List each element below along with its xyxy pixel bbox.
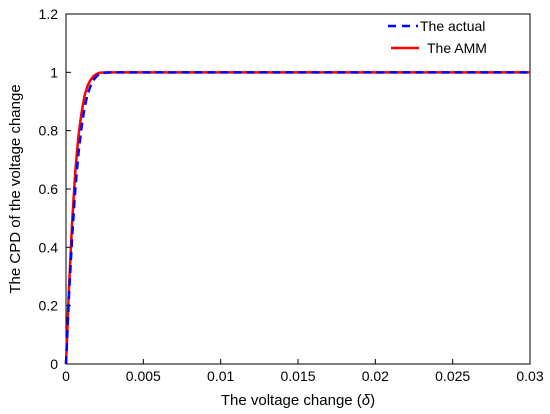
x-tick-label: 0.025 <box>435 368 470 384</box>
y-tick-label: 1.2 <box>39 6 59 22</box>
x-axis-label-symbol: δ <box>362 392 371 409</box>
y-axis-ticks: 0 0.2 0.4 0.6 0.8 1 1.2 <box>39 6 71 372</box>
x-tick-label: 0.01 <box>207 368 234 384</box>
series-line-actual <box>64 71 530 365</box>
series-layer <box>64 71 530 365</box>
legend: The actual The AMM <box>388 18 487 56</box>
y-tick-label: 0 <box>50 356 58 372</box>
y-tick-label: 0.8 <box>39 123 59 139</box>
legend-label-actual: The actual <box>420 18 485 34</box>
x-axis-ticks: 0 0.005 0.01 0.015 0.02 0.025 0.03 <box>62 359 544 384</box>
series-line-amm <box>64 71 530 365</box>
plot-area <box>65 13 531 365</box>
y-axis-label: The CPD of the voltage change <box>7 84 24 293</box>
x-tick-label: 0.02 <box>362 368 389 384</box>
y-tick-label: 0.4 <box>39 239 59 255</box>
x-axis-label-text: The voltage change ( <box>221 392 362 409</box>
x-axis-label-suffix: ) <box>370 392 375 409</box>
x-tick-label: 0.005 <box>126 368 161 384</box>
x-tick-label: 0.03 <box>516 368 543 384</box>
y-tick-label: 0.6 <box>39 181 59 197</box>
x-tick-label: 0 <box>62 368 70 384</box>
y-tick-label: 1 <box>50 64 58 80</box>
x-tick-label: 0.015 <box>280 368 315 384</box>
legend-label-amm: The AMM <box>427 40 487 56</box>
y-tick-label: 0.2 <box>39 298 59 314</box>
x-axis-label: The voltage change (δ) <box>221 392 375 409</box>
